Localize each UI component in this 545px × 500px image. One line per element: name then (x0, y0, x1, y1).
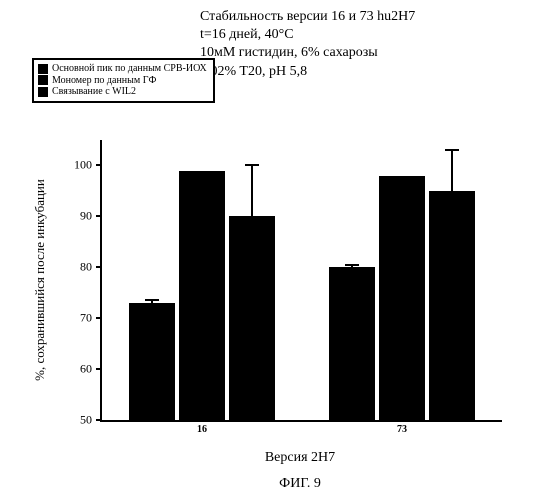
x-axis-label: Версия 2H7 (265, 450, 335, 466)
bar (179, 171, 225, 420)
title-line-4: 0,02% T20, pH 5,8 (200, 63, 415, 81)
legend-item: Основной пик по данным СРВ-ИОХ (38, 63, 207, 75)
y-tick-label: 90 (62, 209, 92, 224)
error-cap (445, 149, 459, 151)
legend-label: Мономер по данным ГФ (52, 75, 156, 87)
bar (129, 303, 175, 420)
bar (329, 267, 375, 420)
error-cap (245, 164, 259, 166)
legend-label: Основной пик по данным СРВ-ИОХ (52, 63, 207, 75)
error-bar (251, 165, 253, 216)
bar (229, 216, 275, 420)
title-line-3: 10мМ гистидин, 6% сахарозы (200, 44, 415, 62)
y-tick (96, 368, 102, 370)
figure-caption: ФИГ. 9 (279, 476, 321, 492)
y-tick (96, 266, 102, 268)
x-tick-label: 73 (397, 424, 407, 435)
legend-item: Мономер по данным ГФ (38, 75, 207, 87)
y-tick-label: 50 (62, 413, 92, 428)
bar (379, 176, 425, 420)
legend-swatch-icon (38, 87, 48, 97)
plot-area: 50607080901001673 (100, 140, 502, 422)
title-line-1: Стабильность версии 16 и 73 hu2H7 (200, 8, 415, 26)
y-tick (96, 419, 102, 421)
error-cap (145, 299, 159, 301)
y-tick (96, 215, 102, 217)
y-tick-label: 60 (62, 362, 92, 377)
y-tick-label: 80 (62, 260, 92, 275)
legend: Основной пик по данным СРВ-ИОХМономер по… (32, 58, 215, 103)
legend-item: Связывание с WIL2 (38, 86, 207, 98)
legend-label: Связывание с WIL2 (52, 86, 136, 98)
figure-root: Стабильность версии 16 и 73 hu2H7 t=16 д… (0, 0, 545, 500)
chart-title: Стабильность версии 16 и 73 hu2H7 t=16 д… (200, 8, 415, 81)
y-tick (96, 164, 102, 166)
error-cap (345, 264, 359, 266)
y-tick-label: 100 (62, 158, 92, 173)
y-axis-label: %, сохранившийся после инкубации (32, 179, 48, 381)
x-tick-label: 16 (197, 424, 207, 435)
bar (429, 191, 475, 420)
title-line-2: t=16 дней, 40°C (200, 26, 415, 44)
y-tick (96, 317, 102, 319)
error-bar (451, 150, 453, 191)
legend-swatch-icon (38, 64, 48, 74)
y-tick-label: 70 (62, 311, 92, 326)
legend-swatch-icon (38, 75, 48, 85)
